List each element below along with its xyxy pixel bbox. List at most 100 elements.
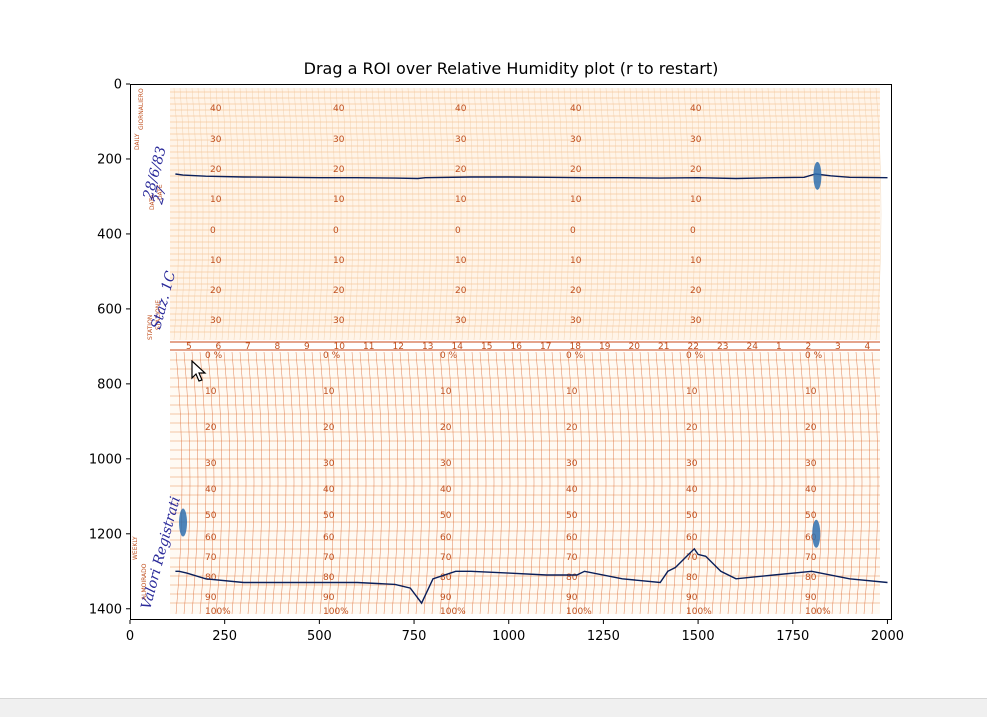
- humidity-scale-label: 10: [805, 387, 817, 397]
- temperature-scale-label: 0: [690, 226, 696, 236]
- humidity-scale-label: 70: [205, 553, 217, 563]
- humidity-scale-label: 90: [205, 593, 217, 603]
- y-axis: 0 200 400 600 800 1000 1200 1400: [89, 78, 130, 617]
- humidity-scale-label: 30: [323, 459, 335, 469]
- printed-side-label: DATE: [157, 184, 164, 200]
- temperature-scale-label: 10: [570, 195, 582, 205]
- temperature-scale-label: 20: [690, 165, 702, 175]
- humidity-scale-label: 60: [566, 533, 578, 543]
- humidity-scale-label: 100%: [566, 607, 592, 617]
- humidity-scale-label: 30: [566, 459, 578, 469]
- hour-label: 13: [422, 342, 433, 352]
- humidity-scale-label: 50: [440, 511, 452, 521]
- plot-title: Drag a ROI over Relative Humidity plot (…: [303, 59, 719, 78]
- hour-label: 18: [570, 342, 582, 352]
- mouse-pointer-icon: [191, 360, 207, 382]
- humidity-scale-label: 60: [805, 533, 817, 543]
- x-axis: 0 250 500 750 1000 1250 1500 1750 2000: [126, 620, 904, 644]
- temperature-scale-label: 0: [570, 226, 576, 236]
- x-tick-label: 1250: [587, 629, 620, 644]
- figure-canvas[interactable]: Drag a ROI over Relative Humidity plot (…: [0, 0, 987, 698]
- humidity-scale-label: 60: [686, 533, 698, 543]
- humidity-scale-label: 70: [566, 553, 578, 563]
- y-tick-label: 1000: [89, 452, 122, 467]
- x-tick-label: 500: [307, 629, 332, 644]
- chart-side-strip: [130, 88, 170, 614]
- temperature-scale-label: 0: [333, 226, 339, 236]
- hour-label: 3: [835, 342, 841, 352]
- hour-label: 4: [865, 342, 871, 352]
- humidity-scale-label: 20: [566, 423, 578, 433]
- upper-chart-paper: [170, 88, 880, 340]
- chart-image: 4030201001020304030201001020304030201001…: [130, 84, 892, 620]
- hour-label: 10: [334, 342, 346, 352]
- temperature-scale-label: 10: [690, 256, 702, 266]
- humidity-scale-label: 20: [323, 423, 335, 433]
- humidity-scale-label: 80: [205, 573, 217, 583]
- humidity-scale-label: 0 %: [323, 351, 341, 361]
- temperature-scale-label: 20: [570, 286, 582, 296]
- humidity-scale-label: 40: [686, 485, 698, 495]
- temperature-scale-label: 10: [210, 256, 222, 266]
- humidity-scale-label: 90: [440, 593, 452, 603]
- hour-label: 6: [216, 342, 222, 352]
- hour-label: 2: [806, 342, 812, 352]
- temperature-scale-label: 10: [210, 195, 222, 205]
- humidity-scale-label: 100%: [205, 607, 231, 617]
- temperature-scale-label: 10: [333, 256, 345, 266]
- trace-line: [175, 547, 888, 605]
- temperature-scale-label: 10: [570, 256, 582, 266]
- printed-side-label: ALMOIRADO: [141, 563, 148, 600]
- printed-side-label: WEEKLY: [132, 536, 139, 560]
- humidity-scale-label: 10: [323, 387, 335, 397]
- x-tick-label: 2000: [871, 629, 904, 644]
- x-tick-label: 1500: [682, 629, 715, 644]
- humidity-scale-label: 90: [566, 593, 578, 603]
- x-tick-label: 750: [402, 629, 427, 644]
- status-bar: [0, 698, 987, 717]
- temperature-scale-label: 30: [210, 316, 222, 326]
- humidity-scale-label: 100%: [805, 607, 831, 617]
- y-tick-label: 800: [97, 377, 122, 392]
- y-tick-label: 1200: [89, 527, 122, 542]
- humidity-scale-label: 30: [205, 459, 217, 469]
- temperature-scale-label: 40: [690, 104, 702, 114]
- temperature-scale-label: 30: [333, 316, 345, 326]
- humidity-scale-label: 40: [205, 485, 217, 495]
- humidity-scale-label: 0 %: [205, 351, 223, 361]
- hour-label: 21: [658, 342, 669, 352]
- hour-label: 8: [275, 342, 281, 352]
- temperature-scale-label: 40: [570, 104, 582, 114]
- plot-area[interactable]: 4030201001020304030201001020304030201001…: [0, 0, 987, 698]
- temperature-scale-label: 10: [455, 195, 467, 205]
- temperature-scale-label: 30: [455, 316, 467, 326]
- hour-label: 11: [363, 342, 374, 352]
- humidity-scale-label: 90: [805, 593, 817, 603]
- temperature-scale-label: 20: [333, 286, 345, 296]
- humidity-scale-label: 40: [440, 485, 452, 495]
- temperature-scale-label: 10: [455, 256, 467, 266]
- humidity-scale-label: 80: [805, 573, 817, 583]
- temperature-scale-label: 30: [333, 135, 345, 145]
- humidity-scale-label: 30: [805, 459, 817, 469]
- humidity-scale-label: 0 %: [566, 351, 584, 361]
- y-tick-label: 1400: [89, 602, 122, 617]
- hour-label: 19: [599, 342, 611, 352]
- temperature-scale-label: 30: [570, 316, 582, 326]
- lower-chart-paper: [170, 352, 880, 614]
- y-tick-label: 200: [97, 152, 122, 167]
- humidity-scale-label: 10: [566, 387, 578, 397]
- temperature-scale-label: 10: [690, 195, 702, 205]
- trace-line: [175, 173, 888, 180]
- temperature-scale-label: 20: [690, 286, 702, 296]
- humidity-scale-label: 50: [323, 511, 335, 521]
- humidity-scale-label: 50: [805, 511, 817, 521]
- temperature-scale-label: 10: [333, 195, 345, 205]
- humidity-scale-label: 20: [440, 423, 452, 433]
- humidity-scale-label: 70: [686, 553, 698, 563]
- hour-label: 14: [452, 342, 464, 352]
- temperature-scale-label: 0: [455, 226, 461, 236]
- x-tick-label: 1750: [776, 629, 809, 644]
- temperature-scale-label: 40: [333, 104, 345, 114]
- hour-label: 24: [747, 342, 759, 352]
